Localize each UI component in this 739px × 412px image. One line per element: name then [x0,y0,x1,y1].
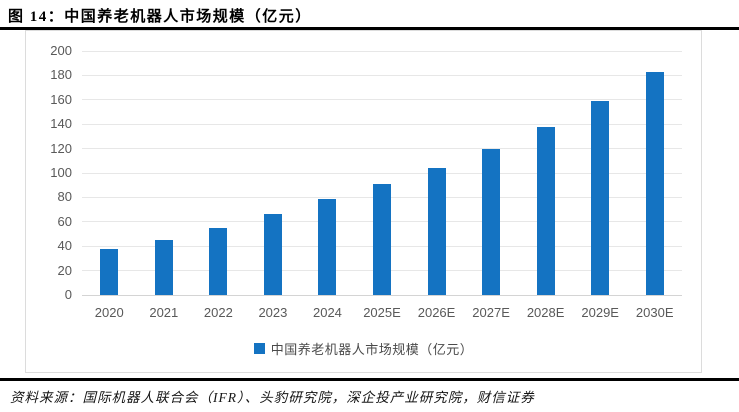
bar [154,240,173,295]
chart-legend: 中国养老机器人市场规模（亿元） [26,339,701,358]
bar [263,214,282,295]
bar [482,148,501,295]
y-tick-label: 200 [50,43,72,58]
x-tick-label: 2025E [363,305,401,320]
y-tick-label: 140 [50,116,72,132]
y-tick-label: 0 [64,287,72,302]
y-tick-label: 120 [50,140,72,156]
plot-area: 0 20 40 60 80 100 120 140 160 180 200 2020 2021 2022 2… [26,31,701,372]
gridline [82,50,682,52]
bar [373,183,391,295]
y-tick-label: 40 [57,238,72,254]
x-tick-label: 2021 [149,305,179,320]
y-tick-label: 20 [57,262,72,278]
y-tick-label: 80 [57,189,72,205]
bar [591,101,610,295]
source-note: 资料来源：国际机器人联合会（IFR）、头豹研究院，深企投产业研究院，财信证券 [10,390,535,405]
bar [536,126,555,295]
y-tick-label: 180 [50,67,72,83]
x-tick-label: 2029E [581,305,619,320]
x-tick-label: 2024 [312,305,342,320]
y-tick-label: 160 [50,91,72,107]
gridline [82,99,682,101]
bar [318,198,337,295]
x-axis-line [82,294,682,296]
gridline [82,172,682,174]
legend-series-marker [253,343,265,354]
x-tick-label: 2020 [94,305,124,320]
x-tick-label: 2027E [472,305,510,320]
x-tick-label: 2030E [635,305,674,320]
gridline [82,123,682,125]
gridline [82,74,682,76]
legend-series-label: 中国养老机器人市场规模（亿元） [270,342,474,357]
bar [100,248,119,295]
gridline [82,148,682,150]
bar [645,71,664,295]
x-tick-label: 2026E [417,305,456,320]
y-tick-label: 100 [50,165,72,180]
top-divider [0,27,739,30]
bar [209,227,228,295]
figure-title: 图 14：中国养老机器人市场规模（亿元） [8,9,312,25]
y-tick-label: 60 [57,213,72,229]
bottom-divider [0,378,739,381]
bar [427,168,446,295]
x-tick-label: 2023 [258,305,288,320]
x-tick-label: 2022 [203,305,233,320]
x-tick-label: 2028E [526,305,565,320]
chart-area: 0 20 40 60 80 100 120 140 160 180 200 2020 2021 2022 2… [25,30,702,373]
